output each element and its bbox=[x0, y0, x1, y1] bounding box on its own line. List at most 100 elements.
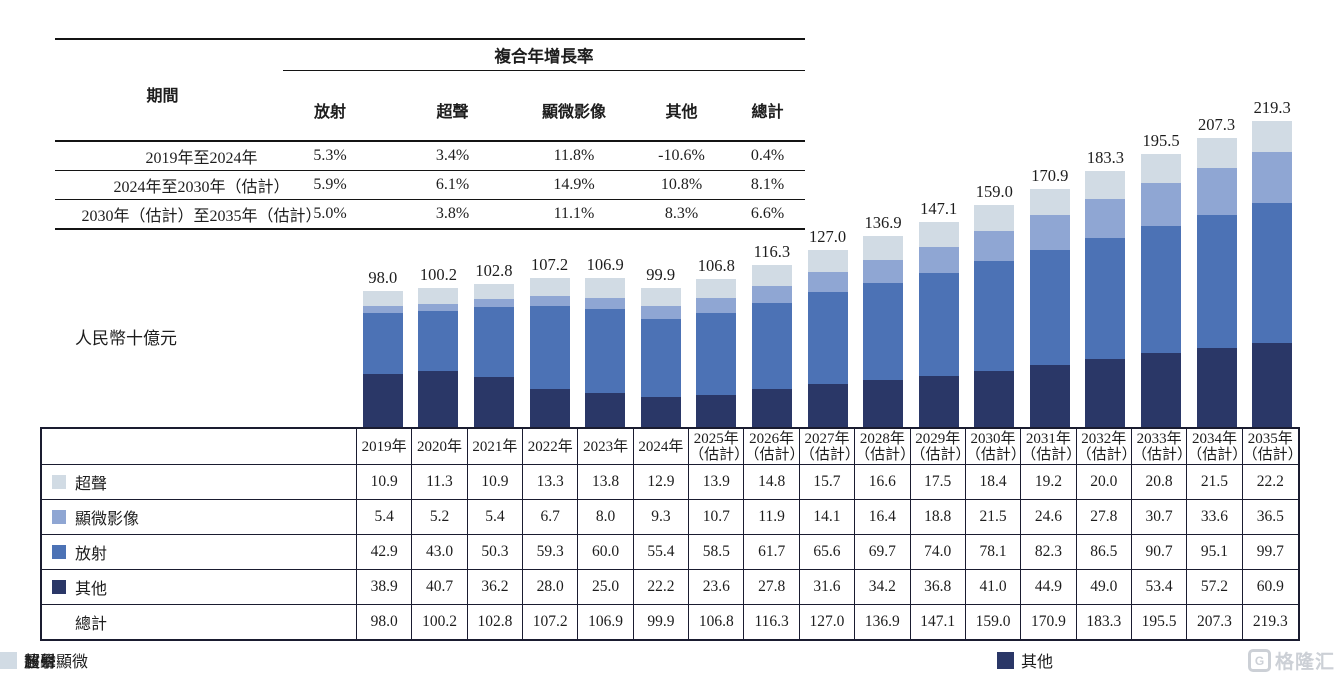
year-header-cell: 2028年 （估計） bbox=[855, 429, 916, 465]
bar-segment-放射 bbox=[529, 306, 570, 389]
year-header-line: 2025年 bbox=[693, 430, 739, 447]
value-cell: 69.7 bbox=[855, 535, 911, 570]
value-cell: 5.4 bbox=[467, 500, 524, 535]
value-cell: 127.0 bbox=[800, 605, 856, 639]
bar-segment-醫學顯微 bbox=[1141, 183, 1182, 226]
unit-label: 人民幣十億元 bbox=[75, 329, 177, 348]
year-header-line: （估計） bbox=[1131, 446, 1192, 463]
value-cell: 20.0 bbox=[1076, 465, 1132, 500]
bar-segment-超聲 bbox=[974, 205, 1015, 231]
value-cell: 159.0 bbox=[966, 605, 1022, 639]
value-cell: 34.2 bbox=[855, 570, 911, 605]
value-cell: 116.3 bbox=[744, 605, 800, 639]
value-cell: 22.2 bbox=[1242, 465, 1298, 500]
value-cell: 13.9 bbox=[689, 465, 745, 500]
row-label-text: 總計 bbox=[75, 616, 108, 633]
bar-segment-超聲 bbox=[1085, 171, 1126, 199]
year-header-line: （估計） bbox=[855, 446, 916, 463]
value-cell: 16.4 bbox=[855, 500, 911, 535]
cagr-value: 8.3% bbox=[664, 205, 699, 222]
bar-segment-其他 bbox=[473, 377, 514, 428]
cagr-value: 0.4% bbox=[750, 147, 785, 164]
value-cell: 44.9 bbox=[1021, 570, 1077, 605]
cagr-value: 11.8% bbox=[553, 147, 595, 164]
value-cell: 16.6 bbox=[855, 465, 911, 500]
bar-segment-放射 bbox=[974, 261, 1015, 371]
value-cell: 18.8 bbox=[910, 500, 966, 535]
series-swatch bbox=[52, 545, 66, 559]
cagr-value: 5.3% bbox=[313, 147, 347, 164]
value-cell: 14.8 bbox=[744, 465, 800, 500]
year-header-line: （估計） bbox=[744, 446, 805, 463]
bar-2034年（估計） bbox=[1196, 138, 1237, 428]
bar-total-label: 116.3 bbox=[753, 242, 791, 261]
value-cell: 90.7 bbox=[1131, 535, 1188, 570]
year-header-cell: 2030年 （估計） bbox=[965, 429, 1026, 465]
value-cell: 219.3 bbox=[1252, 613, 1288, 630]
bar-segment-放射 bbox=[473, 307, 514, 377]
year-header-line: （估計） bbox=[799, 446, 860, 463]
year-header-cell: 2035年 （估計） bbox=[1242, 429, 1303, 465]
value-cell: 53.4 bbox=[1131, 570, 1188, 605]
bar-segment-其他 bbox=[585, 393, 626, 428]
bar-segment-其他 bbox=[1252, 343, 1293, 428]
value-cell: 11.9 bbox=[744, 500, 800, 535]
bar-segment-放射 bbox=[1085, 238, 1126, 359]
value-cell: 31.6 bbox=[799, 570, 856, 605]
year-header-cell: 2026年 （估計） bbox=[744, 429, 805, 465]
bar-segment-其他 bbox=[640, 397, 681, 428]
value-cell: 14.1 bbox=[799, 500, 856, 535]
cagr-col-header-chaosheng: 超聲 bbox=[436, 104, 469, 121]
bar-segment-醫學顯微 bbox=[640, 306, 681, 319]
value-cell: 59.3 bbox=[523, 535, 579, 570]
value-cell: 10.9 bbox=[357, 465, 413, 500]
value-cell: 136.9 bbox=[855, 605, 911, 639]
value-cell: 195.5 bbox=[1132, 605, 1188, 639]
value-cell: 98.0 bbox=[357, 605, 413, 639]
value-cell: 21.5 bbox=[1187, 465, 1243, 500]
value-cell: 9.3 bbox=[633, 500, 690, 535]
cagr-value: -10.6% bbox=[658, 147, 705, 164]
year-header-line: 2033年 bbox=[1136, 430, 1182, 447]
bar-segment-放射 bbox=[807, 292, 848, 384]
bar-2019年 bbox=[362, 291, 403, 428]
bar-segment-醫學顯微 bbox=[751, 286, 792, 303]
bar-segment-超聲 bbox=[1252, 121, 1293, 152]
bar-segment-醫學顯微 bbox=[1252, 152, 1293, 203]
legend-label: 放射 bbox=[24, 654, 57, 671]
bar-segment-其他 bbox=[362, 374, 403, 428]
series-swatch bbox=[52, 580, 66, 594]
bar-segment-其他 bbox=[863, 380, 904, 428]
bar-segment-超聲 bbox=[473, 284, 514, 299]
legend-label: 超聲 bbox=[24, 654, 57, 671]
bar-segment-放射 bbox=[751, 303, 792, 389]
bar-2024年 bbox=[640, 288, 681, 428]
year-header-cell: 2027年 （估計） bbox=[799, 429, 860, 465]
bar-segment-醫學顯微 bbox=[1085, 199, 1126, 238]
cagr-value: 6.6% bbox=[750, 205, 785, 222]
year-header-line: （估計） bbox=[1021, 446, 1082, 463]
year-header-line: 2029年 bbox=[915, 430, 961, 447]
cagr-period: 2030年（估計）至2035年（估計） bbox=[81, 208, 322, 225]
year-header-line: 2019年 bbox=[361, 438, 407, 455]
bar-segment-放射 bbox=[362, 313, 403, 374]
value-cell: 5.4 bbox=[357, 500, 413, 535]
bar-total-label: 102.8 bbox=[475, 261, 513, 280]
legend-label: 其他 bbox=[1021, 654, 1054, 671]
value-cell: 11.3 bbox=[412, 465, 468, 500]
row-label-text: 超聲 bbox=[75, 476, 108, 493]
bar-segment-醫學顯微 bbox=[918, 247, 959, 273]
value-cell: 36.8 bbox=[910, 570, 966, 605]
series-swatch bbox=[52, 510, 66, 524]
value-cell: 49.0 bbox=[1076, 570, 1132, 605]
year-header-cell: 2020年 bbox=[412, 429, 468, 465]
year-header-cell: 2024年 bbox=[633, 429, 690, 465]
value-cell: 18.4 bbox=[965, 465, 1022, 500]
year-header-line: 2032年 bbox=[1081, 430, 1127, 447]
bar-segment-超聲 bbox=[362, 291, 403, 306]
year-header-line: 2026年 bbox=[749, 430, 795, 447]
legend-label: 醫學顯微 bbox=[24, 654, 89, 671]
value-cell: 27.8 bbox=[1076, 500, 1132, 535]
year-header-line: 2028年 bbox=[859, 430, 905, 447]
